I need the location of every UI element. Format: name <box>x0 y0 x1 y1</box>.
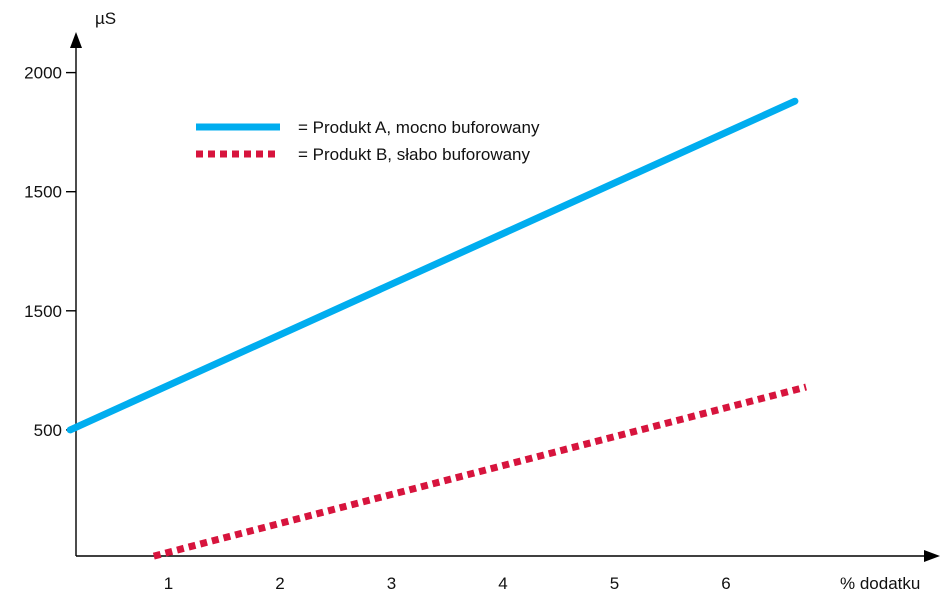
x-tick-label: 5 <box>610 574 619 593</box>
x-ticks: 1 2 3 4 5 6 <box>164 574 731 593</box>
series-line-produkt-b <box>152 383 807 560</box>
x-tick-label: 6 <box>721 574 730 593</box>
y-ticks: 500 1500 1500 2000 <box>24 64 76 440</box>
y-tick-label: 1500 <box>24 183 62 202</box>
y-axis-label: µS <box>95 9 116 28</box>
legend-label-produkt-b: = Produkt B, słabo buforowany <box>298 145 530 164</box>
x-axis-arrow <box>924 550 940 562</box>
y-tick-label: 1500 <box>24 302 62 321</box>
y-axis-arrow <box>70 32 82 48</box>
x-tick-label: 4 <box>498 574 507 593</box>
y-tick-label: 2000 <box>24 64 62 83</box>
x-tick-label: 1 <box>164 574 173 593</box>
x-tick-label: 3 <box>387 574 396 593</box>
x-axis-label: % dodatku <box>840 574 920 593</box>
x-tick-label: 2 <box>275 574 284 593</box>
legend: = Produkt A, mocno buforowany = Produkt B… <box>196 118 540 164</box>
y-tick-label: 500 <box>34 421 62 440</box>
series-line-produkt-a <box>66 97 799 434</box>
series-layer <box>66 97 807 560</box>
axes: µS % dodatku <box>70 9 940 593</box>
legend-label-produkt-a: = Produkt A, mocno buforowany <box>298 118 540 137</box>
